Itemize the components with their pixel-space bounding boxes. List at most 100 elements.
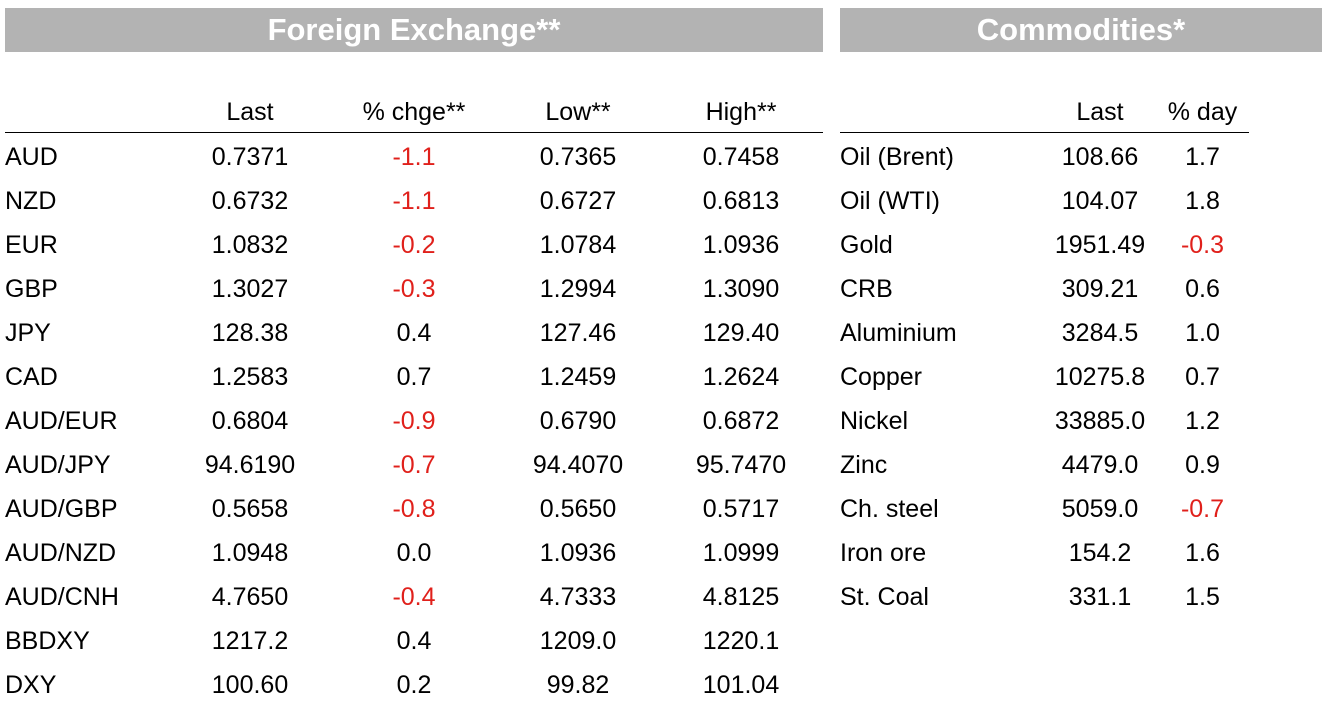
commodity-last-value: 3284.5 [1061, 319, 1139, 347]
fx-table-row: NZD 0.6732 -1.1 0.6727 0.6813 [0, 179, 1327, 223]
fx-table-row: AUD 0.7371 -1.1 0.7365 0.7458 [0, 135, 1327, 179]
fx-table-row: AUD/NZD 1.0948 0.0 1.0936 1.0999 [0, 531, 1327, 575]
commodity-label: Copper [840, 363, 922, 391]
commodity-last-value: 108.66 [1061, 143, 1139, 171]
fx-high-value: 1.0999 [702, 539, 780, 567]
commodities-table-row: Oil (WTI) 104.07 1.8 [0, 179, 1327, 223]
fx-col-low: Low** [545, 98, 611, 126]
commodity-change-value: 1.5 [1185, 583, 1220, 611]
fx-last-value: 128.38 [211, 319, 289, 347]
commodity-change-value: -0.3 [1180, 231, 1225, 259]
fx-change-value: 0.2 [396, 671, 432, 699]
fx-last-value: 100.60 [211, 671, 289, 699]
fx-currency-label: AUD [5, 143, 58, 171]
fx-last-value: 1.2583 [211, 363, 289, 391]
fx-currency-label: GBP [5, 275, 58, 303]
commodity-last-value: 5059.0 [1061, 495, 1139, 523]
commodity-label: Ch. steel [840, 495, 939, 523]
fx-high-value: 1.3090 [702, 275, 780, 303]
commodity-last-value: 309.21 [1061, 275, 1139, 303]
fx-currency-label: AUD/CNH [5, 583, 119, 611]
fx-low-value: 0.6727 [539, 187, 617, 215]
fx-last-value: 0.5658 [211, 495, 289, 523]
fx-low-value: 1.0936 [539, 539, 617, 567]
fx-table-row: GBP 1.3027 -0.3 1.2994 1.3090 [0, 267, 1327, 311]
commodities-section-title: Commodities* [840, 8, 1322, 52]
fx-low-value: 1209.0 [539, 627, 617, 655]
commodities-table-row: Ch. steel 5059.0 -0.7 [0, 487, 1327, 531]
commodities-table-row: Copper 10275.8 0.7 [0, 355, 1327, 399]
fx-last-value: 94.6190 [204, 451, 296, 479]
commodity-label: Oil (Brent) [840, 143, 954, 171]
fx-col-last: Last [226, 98, 274, 126]
commodity-label: CRB [840, 275, 893, 303]
cm-col-last: Last [1076, 98, 1124, 126]
commodity-change-value: 0.7 [1185, 363, 1220, 391]
commodity-label: Gold [840, 231, 893, 259]
commodity-label: Nickel [840, 407, 909, 435]
commodity-last-value: 10275.8 [1054, 363, 1146, 391]
commodities-table-row: Nickel 33885.0 1.2 [0, 399, 1327, 443]
commodity-label: Zinc [840, 451, 888, 479]
commodities-table-row: CRB 309.21 0.6 [0, 267, 1327, 311]
fx-low-value: 1.0784 [539, 231, 617, 259]
fx-currency-label: AUD/EUR [5, 407, 118, 435]
fx-low-value: 4.7333 [539, 583, 617, 611]
fx-currency-label: JPY [5, 319, 51, 347]
commodity-change-value: 1.6 [1185, 539, 1220, 567]
commodity-label: Iron ore [840, 539, 927, 567]
fx-table-row: AUD/CNH 4.7650 -0.4 4.7333 4.8125 [0, 575, 1327, 619]
fx-low-value: 99.82 [546, 671, 610, 699]
fx-high-value: 0.6813 [702, 187, 780, 215]
fx-table-row: AUD/JPY 94.6190 -0.7 94.4070 95.7470 [0, 443, 1327, 487]
commodity-last-value: 33885.0 [1054, 407, 1146, 435]
fx-currency-label: EUR [5, 231, 58, 259]
commodity-last-value: 154.2 [1068, 539, 1132, 567]
fx-change-value: -1.1 [392, 143, 436, 171]
fx-table-row: AUD/GBP 0.5658 -0.8 0.5650 0.5717 [0, 487, 1327, 531]
commodity-change-value: 0.9 [1185, 451, 1220, 479]
fx-high-value: 0.7458 [702, 143, 780, 171]
commodity-change-value: 0.6 [1185, 275, 1220, 303]
fx-low-value: 0.5650 [539, 495, 617, 523]
fx-last-value: 4.7650 [211, 583, 289, 611]
fx-section-title: Foreign Exchange** [5, 8, 823, 52]
fx-low-value: 0.7365 [539, 143, 617, 171]
fx-last-value: 1.3027 [211, 275, 289, 303]
fx-table-row: BBDXY 1217.2 0.4 1209.0 1220.1 [0, 619, 1327, 663]
fx-currency-label: AUD/NZD [5, 539, 117, 567]
fx-change-value: -0.3 [392, 275, 436, 303]
fx-change-value: 0.4 [396, 627, 432, 655]
commodity-last-value: 104.07 [1061, 187, 1139, 215]
commodity-change-value: 1.0 [1185, 319, 1220, 347]
fx-low-value: 1.2459 [539, 363, 617, 391]
fx-high-value: 4.8125 [702, 583, 780, 611]
fx-change-value: 0.0 [396, 539, 432, 567]
commodity-last-value: 4479.0 [1061, 451, 1139, 479]
fx-low-value: 1.2994 [539, 275, 617, 303]
fx-table-row: EUR 1.0832 -0.2 1.0784 1.0936 [0, 223, 1327, 267]
fx-change-value: -0.9 [392, 407, 436, 435]
commodities-table-row: Aluminium 3284.5 1.0 [0, 311, 1327, 355]
commodities-table-row: Zinc 4479.0 0.9 [0, 443, 1327, 487]
commodity-change-value: 1.7 [1185, 143, 1220, 171]
commodity-last-value: 1951.49 [1054, 231, 1146, 259]
fx-high-value: 95.7470 [695, 451, 787, 479]
fx-last-value: 1217.2 [211, 627, 289, 655]
commodity-change-value: -0.7 [1180, 495, 1225, 523]
fx-high-value: 1.2624 [702, 363, 780, 391]
fx-header-rule [5, 132, 823, 133]
fx-high-value: 1220.1 [702, 627, 780, 655]
fx-change-value: -0.4 [392, 583, 436, 611]
fx-high-value: 129.40 [702, 319, 780, 347]
fx-table-row: AUD/EUR 0.6804 -0.9 0.6790 0.6872 [0, 399, 1327, 443]
commodity-label: Oil (WTI) [840, 187, 940, 215]
fx-table-row: CAD 1.2583 0.7 1.2459 1.2624 [0, 355, 1327, 399]
fx-low-value: 0.6790 [539, 407, 617, 435]
fx-currency-label: AUD/JPY [5, 451, 111, 479]
commodity-change-value: 1.8 [1185, 187, 1220, 215]
fx-currency-label: DXY [5, 671, 57, 699]
fx-last-value: 0.6732 [211, 187, 289, 215]
fx-change-value: -1.1 [392, 187, 436, 215]
fx-high-value: 0.5717 [702, 495, 780, 523]
